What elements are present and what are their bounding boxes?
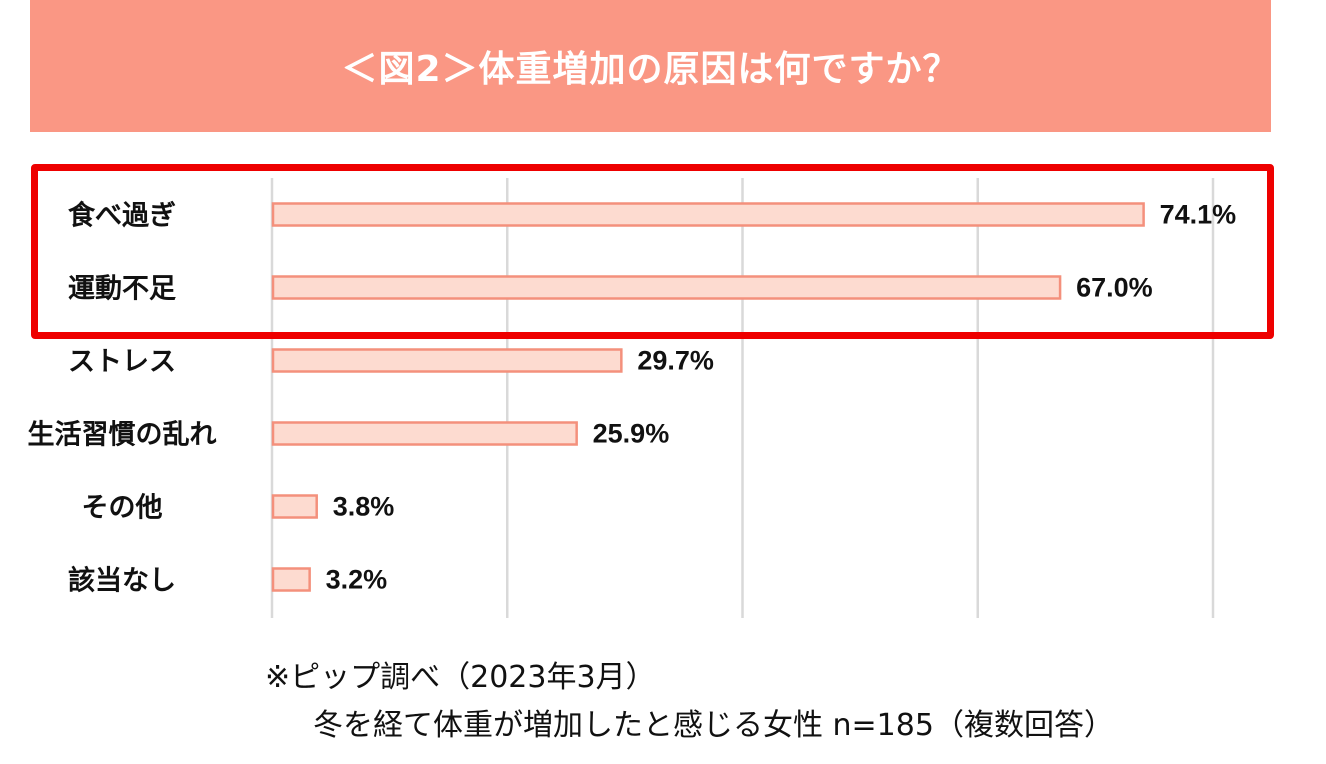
category-label: ストレス xyxy=(68,347,176,378)
value-label: 74.1% xyxy=(1160,200,1237,230)
category-label: 該当なし xyxy=(68,565,176,597)
category-label: 運動不足 xyxy=(68,274,176,305)
chart-title: ＜図2＞体重増加の原因は何ですか？ xyxy=(341,49,960,90)
highlight-box xyxy=(31,164,1274,339)
bar xyxy=(271,202,1145,227)
bar xyxy=(271,275,1062,300)
bar xyxy=(271,421,578,446)
source-note: ※ピップ調べ（2023年3月） xyxy=(265,660,656,695)
category-label: 生活習慣の乱れ xyxy=(28,420,217,451)
sample-note: 冬を経て体重が増加したと感じる女性 n=185（複数回答） xyxy=(313,708,1114,743)
bar xyxy=(271,348,623,373)
value-label: 3.8% xyxy=(333,492,395,522)
value-label: 67.0% xyxy=(1076,273,1153,303)
bar xyxy=(271,567,311,592)
category-label: 食べ過ぎ xyxy=(68,200,176,232)
value-label: 29.7% xyxy=(637,346,714,376)
chart-title-banner: ＜図2＞体重増加の原因は何ですか？ xyxy=(30,0,1271,132)
category-label: その他 xyxy=(82,493,163,524)
value-label: 3.2% xyxy=(326,565,388,595)
bar xyxy=(271,494,318,519)
value-label: 25.9% xyxy=(593,419,670,449)
